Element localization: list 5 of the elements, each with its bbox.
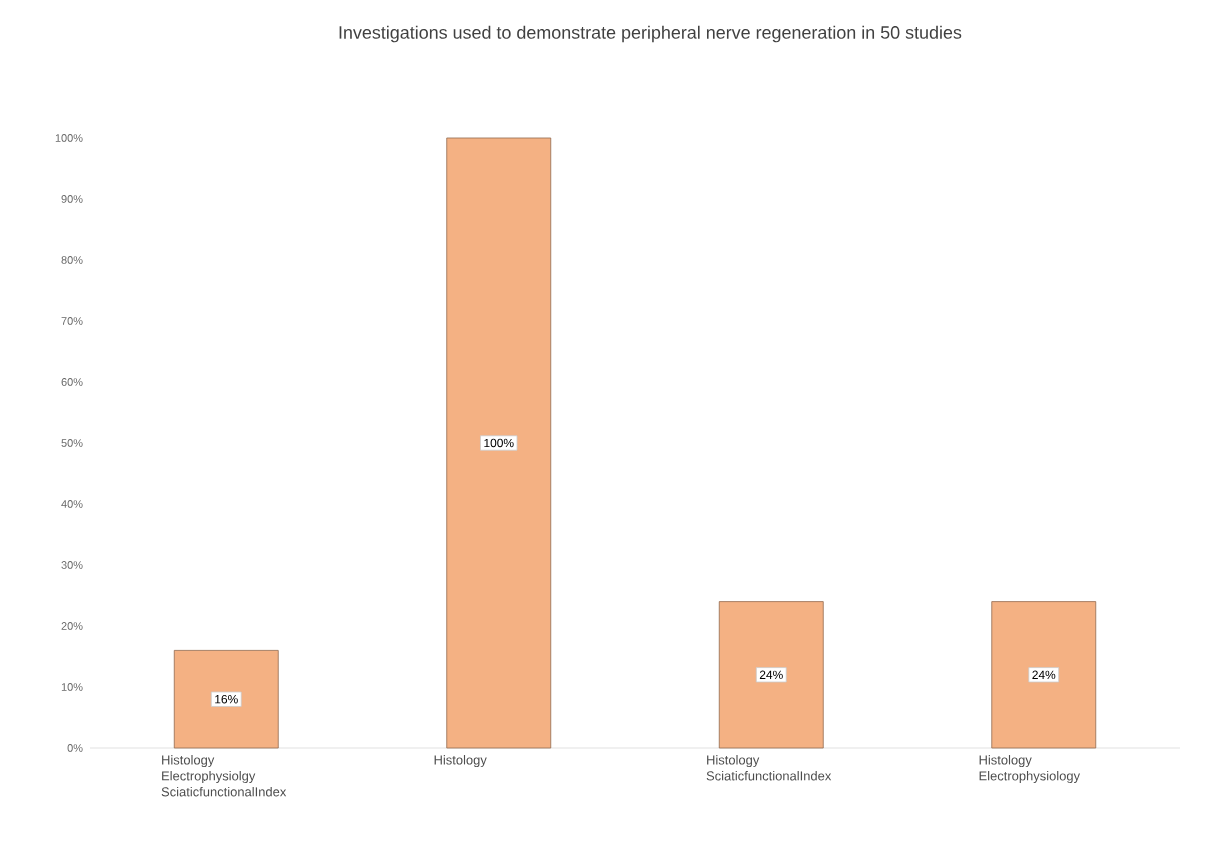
bar bbox=[173, 650, 279, 749]
bar bbox=[991, 601, 1097, 749]
bar bbox=[446, 137, 552, 749]
chart-title: Investigations used to demonstrate peripheral nerve regeneration in 50 studies bbox=[339, 25, 962, 43]
bar bbox=[718, 601, 824, 749]
